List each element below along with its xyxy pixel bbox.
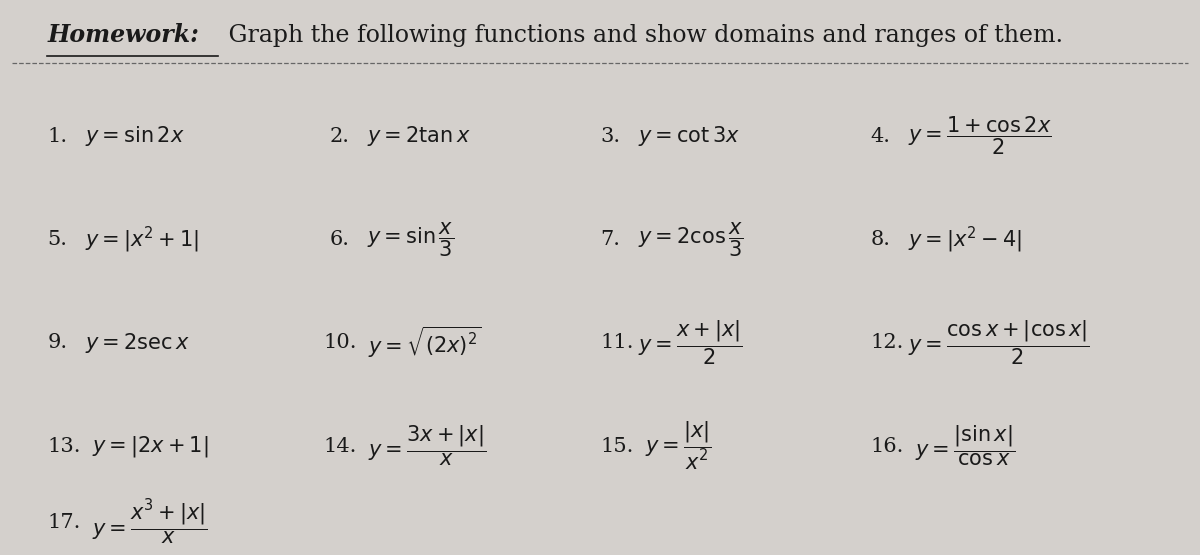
Text: 14.: 14. [324,437,358,456]
Text: $y = \dfrac{|\sin x|}{\cos x}$: $y = \dfrac{|\sin x|}{\cos x}$ [916,424,1015,468]
Text: $y = |2x+1|$: $y = |2x+1|$ [92,433,209,458]
Text: 4.: 4. [870,127,890,145]
Text: $y = 2\cos\dfrac{x}{3}$: $y = 2\cos\dfrac{x}{3}$ [637,220,743,259]
Text: $y = \sin 2x$: $y = \sin 2x$ [85,124,185,148]
Text: $y = \dfrac{|x|}{x^{2}}$: $y = \dfrac{|x|}{x^{2}}$ [644,420,712,472]
Text: $y = \dfrac{x^{3}+|x|}{x}$: $y = \dfrac{x^{3}+|x|}{x}$ [92,497,208,547]
Text: 8.: 8. [870,230,890,249]
Text: $y = \dfrac{1+\cos 2x}{2}$: $y = \dfrac{1+\cos 2x}{2}$ [908,115,1052,157]
Text: 10.: 10. [324,333,358,352]
Text: 17.: 17. [47,513,80,532]
Text: $y = \cot 3x$: $y = \cot 3x$ [637,124,739,148]
Text: 1.: 1. [47,127,67,145]
Text: $y = 2\tan x$: $y = 2\tan x$ [367,124,472,148]
Text: 2.: 2. [330,127,349,145]
Text: 7.: 7. [600,230,620,249]
Text: $y = \dfrac{\cos x+|\cos x|}{2}$: $y = \dfrac{\cos x+|\cos x|}{2}$ [908,319,1090,367]
Text: 16.: 16. [870,437,904,456]
Text: $y = 2\sec x$: $y = 2\sec x$ [85,331,190,355]
Text: 11.: 11. [600,333,634,352]
Text: $y = \sin\dfrac{x}{3}$: $y = \sin\dfrac{x}{3}$ [367,220,455,259]
Text: Homework:: Homework: [47,23,199,48]
Text: 13.: 13. [47,437,80,456]
Text: 12.: 12. [870,333,904,352]
Text: 15.: 15. [600,437,634,456]
Text: 3.: 3. [600,127,620,145]
Text: 5.: 5. [47,230,67,249]
Text: $y = \dfrac{3x+|x|}{x}$: $y = \dfrac{3x+|x|}{x}$ [368,424,486,468]
Text: Graph the following functions and show domains and ranges of them.: Graph the following functions and show d… [221,24,1063,47]
Text: 6.: 6. [330,230,349,249]
Text: 9.: 9. [47,333,67,352]
Text: $y = |x^{2}+1|$: $y = |x^{2}+1|$ [85,224,199,255]
Text: $y = \dfrac{x+|x|}{2}$: $y = \dfrac{x+|x|}{2}$ [637,319,743,367]
Text: $y = \sqrt{(2x)^{2}}$: $y = \sqrt{(2x)^{2}}$ [368,325,482,360]
Text: $y = |x^{2}-4|$: $y = |x^{2}-4|$ [908,224,1022,255]
